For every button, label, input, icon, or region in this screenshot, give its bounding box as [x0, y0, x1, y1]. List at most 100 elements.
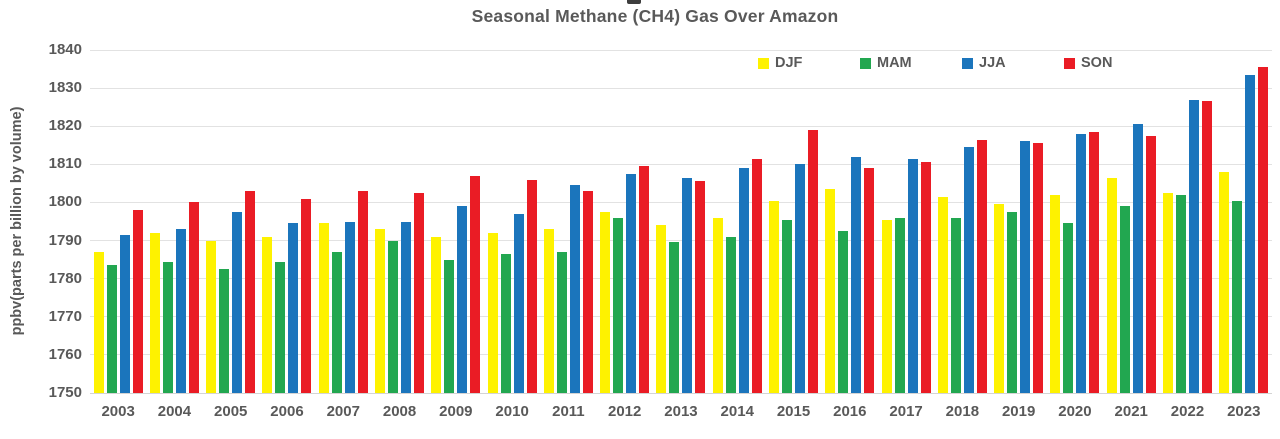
bar-2016-SON: [864, 168, 875, 393]
bar-group-2019: 2019: [991, 50, 1047, 420]
x-tick-label-2012: 2012: [607, 403, 642, 420]
bar-2016-MAM: [838, 231, 849, 393]
bar-2023-MAM: [1232, 200, 1243, 393]
bar-2008-JJA: [401, 221, 412, 393]
bar-2018-MAM: [950, 217, 961, 393]
legend-item-jja: JJA: [962, 55, 1064, 71]
x-tick-label-2020: 2020: [1058, 403, 1092, 420]
gridline-1830: [90, 87, 1272, 89]
bar-2019-MAM: [1007, 211, 1018, 393]
bar-2013-SON: [695, 181, 706, 393]
y-axis-ticks: 1750 1760 1770 1780 1790 1800 1810 1820 1830 1840: [0, 42, 82, 401]
bar-groups: 2003 2004 2005 2006 2007 2008 2009 2010 2011 2012…: [90, 50, 1272, 420]
bar-2015-JJA: [795, 164, 806, 393]
bar-2018-SON: [976, 139, 987, 393]
legend-item-mam: MAM: [860, 55, 962, 71]
bar-group-2022: 2022: [1159, 50, 1215, 420]
x-tick-label-2014: 2014: [720, 403, 754, 420]
bar-2006-JJA: [288, 223, 299, 393]
legend: DJF MAM JJA SON: [758, 55, 1112, 71]
bar-2023-SON: [1258, 67, 1269, 393]
x-tick-label-2023: 2023: [1227, 403, 1261, 420]
bar-group-2004: 2004: [146, 50, 202, 420]
y-tick-label-1810: 1810: [48, 155, 82, 173]
bar-2014-SON: [751, 158, 762, 393]
x-tick-label-2007: 2007: [326, 403, 360, 420]
x-tick-label-2018: 2018: [945, 403, 980, 420]
gridline-1840: [90, 49, 1272, 51]
y-tick-label-1830: 1830: [48, 79, 82, 97]
bar-2014-JJA: [738, 168, 749, 393]
legend-label-jja: JJA: [979, 55, 1006, 71]
gridline-1770: [90, 316, 1272, 318]
bar-2014-DJF: [712, 217, 723, 393]
bar-2012-MAM: [613, 217, 624, 393]
bar-2013-JJA: [682, 177, 693, 393]
gridline-1760: [90, 354, 1272, 356]
bar-2021-DJF: [1106, 177, 1117, 393]
legend-item-djf: DJF: [758, 55, 860, 71]
x-tick-label-2008: 2008: [382, 403, 417, 420]
bar-2009-JJA: [457, 206, 468, 393]
bar-group-2023: 2023: [1216, 50, 1272, 420]
bar-group-2021: 2021: [1103, 50, 1159, 420]
bar-group-2009: 2009: [428, 50, 484, 420]
bar-2016-JJA: [851, 156, 862, 393]
son-swatch-icon: [1064, 57, 1075, 69]
bar-2017-JJA: [907, 158, 918, 393]
x-tick-label-2010: 2010: [495, 403, 529, 420]
y-tick-label-1840: 1840: [48, 41, 82, 58]
bar-2019-DJF: [994, 204, 1005, 393]
bar-2004-MAM: [162, 261, 173, 393]
x-tick-label-2009: 2009: [439, 403, 473, 420]
x-tick-label-2016: 2016: [833, 403, 867, 420]
bar-2011-JJA: [569, 185, 580, 393]
bar-2011-DJF: [543, 229, 554, 393]
legend-label-son: SON: [1081, 55, 1113, 71]
bar-2017-SON: [920, 162, 931, 393]
bar-2015-SON: [808, 130, 819, 393]
y-tick-label-1780: 1780: [48, 269, 82, 287]
bar-group-2013: 2013: [653, 50, 709, 420]
bar-group-2014: 2014: [709, 50, 765, 420]
bar-2010-JJA: [513, 213, 524, 393]
bar-2011-MAM: [556, 252, 567, 393]
bar-2004-SON: [188, 202, 199, 393]
bar-2015-DJF: [769, 200, 780, 393]
bar-2004-DJF: [149, 232, 160, 393]
y-tick-label-1790: 1790: [48, 231, 82, 249]
bar-2022-SON: [1201, 101, 1212, 393]
bar-group-2005: 2005: [203, 50, 259, 420]
bar-2023-DJF: [1219, 171, 1230, 393]
x-tick-label-2021: 2021: [1114, 403, 1148, 420]
x-tick-label-2017: 2017: [889, 403, 923, 420]
bar-2007-DJF: [318, 223, 329, 393]
bar-2008-SON: [414, 192, 425, 393]
plot-area: 2003 2004 2005 2006 2007 2008 2009 2010 2011 2012…: [90, 49, 1272, 420]
y-tick-label-1800: 1800: [48, 193, 82, 211]
bar-2008-DJF: [375, 229, 386, 393]
gridline-1790: [90, 240, 1272, 242]
gridline-1800: [90, 201, 1272, 203]
bar-2010-DJF: [487, 232, 498, 393]
bar-2006-SON: [301, 198, 312, 393]
bar-2005-JJA: [232, 211, 243, 393]
y-tick-label-1760: 1760: [48, 345, 82, 363]
bar-2020-JJA: [1076, 133, 1087, 393]
bar-2011-SON: [582, 191, 593, 393]
bar-2019-JJA: [1020, 141, 1031, 393]
bar-group-2010: 2010: [484, 50, 540, 420]
x-tick-label-2011: 2011: [552, 403, 585, 420]
gridline-1810: [90, 163, 1272, 165]
bar-2003-SON: [132, 210, 143, 393]
x-tick-label-2004: 2004: [157, 403, 192, 420]
y-tick-label-1750: 1750: [48, 384, 82, 401]
bar-2003-MAM: [106, 265, 117, 393]
bar-group-2003: 2003: [90, 50, 146, 420]
bar-2007-SON: [357, 191, 368, 393]
gridline-1780: [90, 278, 1272, 280]
djf-swatch-icon: [758, 57, 769, 69]
bar-2012-SON: [639, 166, 650, 393]
x-tick-label-2013: 2013: [664, 403, 698, 420]
bar-2020-DJF: [1050, 194, 1061, 393]
